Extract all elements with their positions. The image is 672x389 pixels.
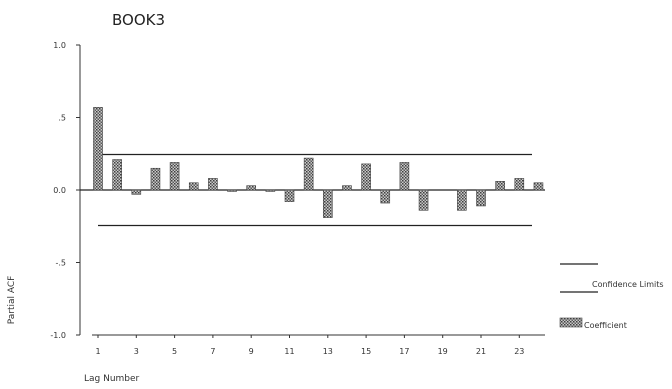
bar-lag-17 xyxy=(399,162,410,191)
bar-lag-21 xyxy=(476,189,486,207)
x-tick-label: 11 xyxy=(284,347,294,356)
x-tick-label: 7 xyxy=(210,347,215,356)
bar-lag-15 xyxy=(361,163,371,191)
x-tick-label: 21 xyxy=(476,347,486,356)
bar-lag-9 xyxy=(246,185,256,191)
y-axis-label: Partial ACF xyxy=(7,276,17,325)
x-tick-label: 15 xyxy=(361,347,371,356)
bar-lag-16 xyxy=(380,189,391,204)
bar-lag-1 xyxy=(93,107,103,191)
y-tick-label: 0.0 xyxy=(53,186,66,195)
bar-lag-6 xyxy=(188,182,199,191)
x-tick-label: 9 xyxy=(249,347,254,356)
legend-coefficient-swatch xyxy=(559,317,583,328)
x-tick-label: 17 xyxy=(399,347,409,356)
x-tick-label: 23 xyxy=(514,347,524,356)
bar-lag-23 xyxy=(514,178,525,191)
bar-lag-22 xyxy=(495,181,505,191)
bar-lag-7 xyxy=(208,178,218,191)
legend: Confidence Limits Coefficient xyxy=(559,263,664,330)
bar-lag-2 xyxy=(112,159,122,191)
y-tick-label: -1.0 xyxy=(50,331,66,340)
bar-lag-10 xyxy=(265,189,276,192)
bar-lag-4 xyxy=(150,167,161,191)
bar-lag-20 xyxy=(457,189,467,211)
y-tick-label: .5 xyxy=(58,114,66,123)
plot-area: 1.0.50.0-.5-1.01 3 5 7 9 11 13 15 17 19 21 23 xyxy=(50,41,545,356)
x-tick-label: 3 xyxy=(134,347,139,356)
y-tick-label: -.5 xyxy=(55,259,66,268)
bar-lag-13 xyxy=(322,189,333,218)
x-axis-label: Lag Number xyxy=(84,374,140,384)
y-tick-label: 1.0 xyxy=(53,41,66,50)
bar-lag-11 xyxy=(284,189,295,202)
bar-lag-14 xyxy=(342,185,352,191)
bar-lag-5 xyxy=(169,162,180,191)
bar-lag-12 xyxy=(303,157,314,191)
x-tick-label: 13 xyxy=(323,347,333,356)
chart-title: BOOK3 xyxy=(112,11,165,29)
bar-lag-3 xyxy=(131,189,142,195)
x-tick-label: 19 xyxy=(438,347,448,356)
legend-confidence-label: Confidence Limits xyxy=(592,280,664,289)
x-tick-label: 5 xyxy=(172,347,177,356)
legend-coefficient-label: Coefficient xyxy=(584,321,627,330)
x-tick-label: 1 xyxy=(95,347,100,356)
bar-lag-8 xyxy=(227,189,237,192)
bar-lag-18 xyxy=(418,189,429,211)
bar-lag-24 xyxy=(533,182,544,191)
